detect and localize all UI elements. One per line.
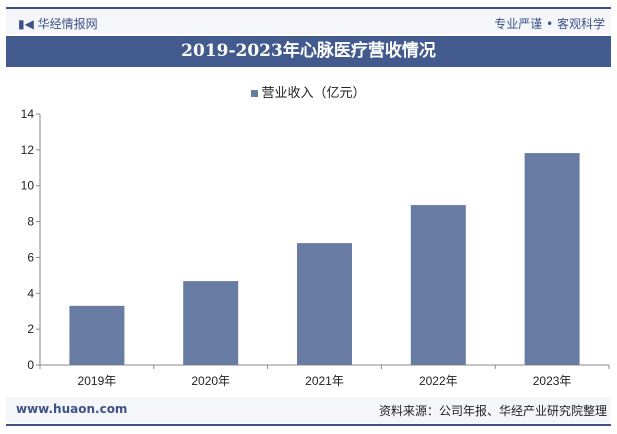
footer-url: www.huaon.com <box>16 402 128 416</box>
y-tick-label: 8 <box>27 215 34 229</box>
y-tick-label: 6 <box>27 250 34 264</box>
legend-label: 营业收入（亿元） <box>261 86 366 101</box>
y-tick-label: 12 <box>21 143 35 157</box>
x-tick-label: 2021年 <box>305 374 344 388</box>
legend: 营业收入（亿元） <box>0 82 617 101</box>
y-tick-label: 2 <box>27 322 34 336</box>
x-tick-label: 2019年 <box>78 374 117 388</box>
y-tick-label: 10 <box>21 179 35 193</box>
logo-icon: ▮◀ <box>18 17 38 31</box>
bar-2020年 <box>183 281 239 365</box>
bar-2022年 <box>410 205 466 365</box>
x-tick-label: 2022年 <box>419 374 458 388</box>
logo-text: 华经情报网 <box>37 17 98 31</box>
y-tick-label: 0 <box>27 358 34 372</box>
bar-2019年 <box>69 305 125 365</box>
logo: ▮◀ 华经情报网 <box>18 15 98 32</box>
header-bar: ▮◀ 华经情报网 专业严谨 • 客观科学 <box>6 9 611 34</box>
bar-2023年 <box>524 153 580 365</box>
slogan: 专业严谨 • 客观科学 <box>494 17 605 31</box>
x-tick-label: 2023年 <box>533 374 572 388</box>
footer-source: 资料来源：公司年报、华经产业研究院整理 <box>378 404 607 418</box>
x-tick-label: 2020年 <box>191 374 230 388</box>
bar-2021年 <box>297 243 352 365</box>
y-tick-label: 4 <box>27 286 34 300</box>
legend-swatch <box>251 90 259 97</box>
bottom-rule <box>6 424 611 426</box>
y-tick-label: 14 <box>21 107 35 121</box>
top-rule <box>6 7 611 9</box>
chart-title: 2019-2023年心脉医疗营收情况 <box>6 36 611 67</box>
footer-bar: www.huaon.com 资料来源：公司年报、华经产业研究院整理 <box>6 397 611 423</box>
